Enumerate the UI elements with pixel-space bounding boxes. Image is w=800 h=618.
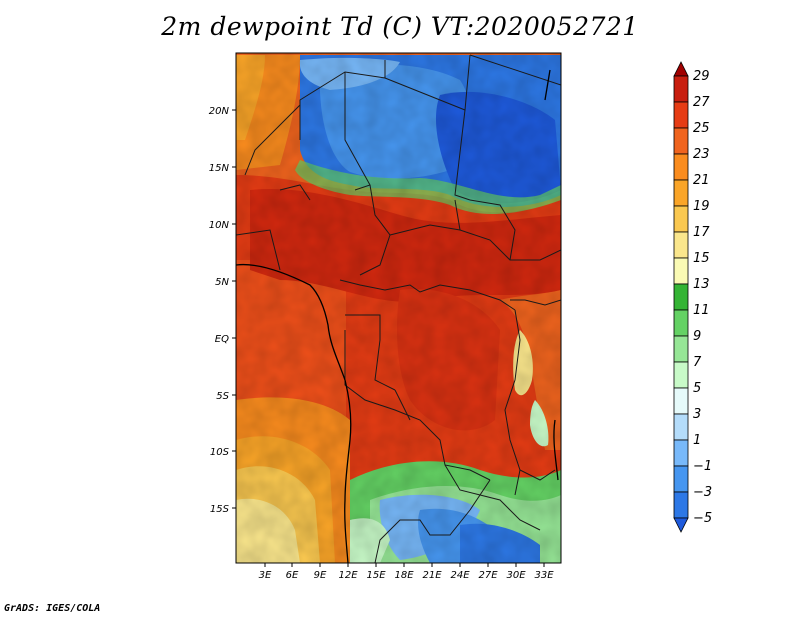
map-frame [235, 52, 562, 564]
lon-label: 27E [478, 570, 498, 581]
colorbar-label: 9 [693, 329, 701, 344]
colorbar-label: 21 [693, 173, 710, 188]
lat-label: EQ [215, 334, 229, 345]
lat-label: 5S [216, 391, 229, 402]
colorbar: 29 27 25 23 21 19 17 15 13 11 9 7 5 3 1 −1 −3 −5 [673, 61, 712, 533]
colorbar-segment [673, 309, 689, 337]
colorbar-segment [673, 283, 689, 311]
colorbar-label: 1 [693, 433, 701, 448]
lon-label: 3E [259, 570, 272, 581]
footer-credit: GrADS: IGES/COLA [4, 603, 101, 614]
colorbar-segment [673, 205, 689, 233]
lon-label: 15E [366, 570, 386, 581]
colorbar-label: 17 [693, 225, 710, 240]
colorbar-label: 23 [693, 147, 710, 162]
colorbar-label: 25 [693, 121, 710, 136]
colorbar-segment [673, 231, 689, 259]
colorbar-segment [673, 361, 689, 389]
colorbar-min-arrow [673, 517, 689, 533]
dewpoint-field [236, 53, 561, 563]
lat-label: 10N [209, 220, 230, 231]
colorbar-label: 11 [693, 303, 710, 318]
colorbar-label: −1 [693, 459, 712, 474]
lon-label: 21E [422, 570, 442, 581]
lat-label: 15S [210, 504, 230, 515]
colorbar-label: 13 [693, 277, 710, 292]
lon-label: 33E [534, 570, 554, 581]
colorbar-label: 19 [693, 199, 710, 214]
colorbar-label: 15 [693, 251, 710, 266]
coastlines [236, 69, 559, 563]
colorbar-segment [673, 179, 689, 207]
colorbar-label: 3 [693, 407, 701, 422]
colorbar-segment [673, 491, 689, 519]
lon-label: 12E [338, 570, 358, 581]
colorbar-segment [673, 153, 689, 181]
longitude-axis: 3E 6E 9E 12E 15E 18E 21E 24E 27E 30E 33E [259, 563, 554, 581]
colorbar-segment [673, 101, 689, 129]
colorbar-segment [673, 465, 689, 493]
colorbar-label: 27 [693, 95, 710, 110]
lat-label: 20N [209, 106, 230, 117]
lat-label: 10S [210, 447, 230, 458]
latitude-axis: 20N 15N 10N 5N EQ 5S 10S 15S [209, 106, 236, 515]
colorbar-segment [673, 413, 689, 441]
colorbar-label: 7 [693, 355, 702, 370]
colorbar-label: −5 [693, 511, 712, 526]
colorbar-max-arrow [673, 61, 689, 77]
colorbar-segment [673, 127, 689, 155]
colorbar-segment [673, 75, 689, 103]
colorbar-segment [673, 257, 689, 285]
lon-label: 9E [314, 570, 327, 581]
colorbar-label: 29 [693, 69, 710, 84]
colorbar-segment [673, 387, 689, 415]
colorbar-label: 5 [693, 381, 701, 396]
colorbar-segment [673, 439, 689, 467]
lon-label: 6E [286, 570, 299, 581]
country-borders [236, 54, 561, 563]
lon-label: 30E [506, 570, 526, 581]
colorbar-label: −3 [693, 485, 712, 500]
lat-label: 5N [215, 277, 229, 288]
map-title: 2m dewpoint Td (C) VT:2020052721 [161, 12, 639, 41]
lon-label: 18E [394, 570, 414, 581]
colorbar-segment [673, 335, 689, 363]
lon-label: 24E [450, 570, 470, 581]
lat-label: 15N [209, 163, 230, 174]
